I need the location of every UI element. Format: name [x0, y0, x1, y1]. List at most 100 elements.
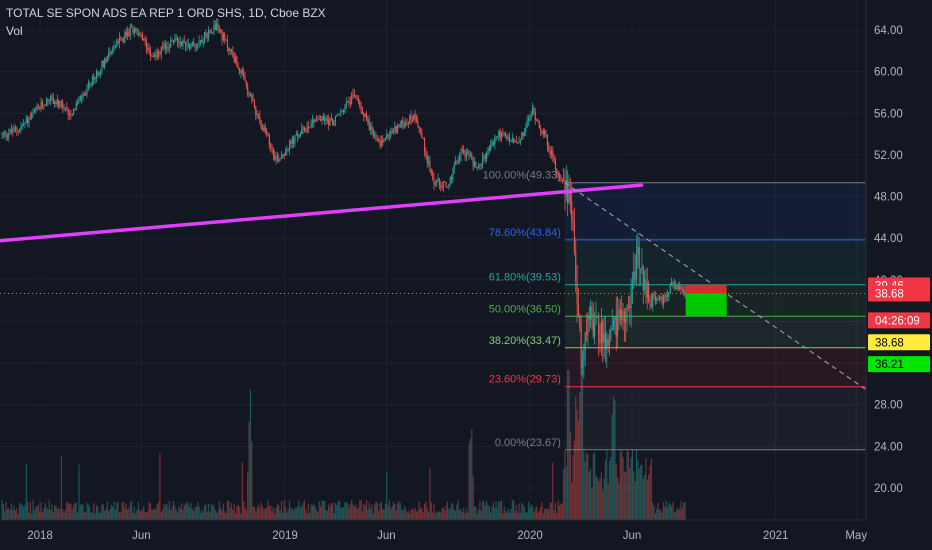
volume-bar-59	[81, 504, 83, 520]
volume-bar-181	[245, 510, 247, 520]
candle-body-420	[568, 189, 570, 204]
candle-body-212	[287, 149, 289, 151]
candle-body-207	[280, 155, 282, 159]
volume-bar-384	[519, 512, 521, 520]
candle-body-486	[657, 298, 659, 300]
volume-bar-205	[278, 505, 280, 520]
candle-body-307	[415, 119, 417, 121]
volume-bar-112	[152, 510, 154, 520]
volume-bar-460	[622, 457, 624, 520]
candle-body-424	[573, 223, 575, 252]
candle-body-451	[610, 330, 612, 340]
candle-body-409	[553, 156, 555, 161]
candle-body-399	[540, 128, 542, 132]
volume-bar-452	[611, 414, 613, 520]
candle-body-428	[579, 315, 581, 328]
candle-body-371	[502, 133, 504, 134]
volume-indicator-label[interactable]: Vol	[6, 24, 23, 38]
candle-body-308	[417, 120, 419, 127]
candle-body-154	[209, 30, 211, 31]
candle-body-331	[448, 183, 450, 188]
volume-bar-105	[143, 506, 145, 520]
volume-bar-284	[384, 503, 386, 520]
volume-bar-422	[571, 482, 573, 520]
volume-bar-187	[253, 506, 256, 520]
volume-bar-101	[137, 501, 139, 520]
candle-body-491	[664, 296, 666, 298]
volume-bar-427	[577, 420, 580, 520]
volume-bar-194	[263, 509, 265, 520]
volume-bar-149	[202, 511, 204, 520]
candle-body-479	[648, 283, 650, 302]
candle-body-155	[210, 30, 212, 34]
volume-bar-490	[662, 501, 665, 520]
volume-bar-482	[652, 502, 654, 520]
candle-body-196	[266, 131, 268, 134]
volume-bar-220	[298, 500, 300, 520]
drawn-lines[interactable]	[0, 182, 891, 407]
time-tick-4: 2020	[517, 530, 543, 542]
candle-body-76	[104, 58, 106, 67]
volume-bar-470	[635, 449, 638, 520]
position-target-zone	[685, 293, 727, 317]
volume-bar-327	[442, 507, 445, 520]
price-axis-panel[interactable]	[866, 0, 932, 520]
candle-body-106	[144, 38, 146, 41]
volume-bar-249	[337, 500, 339, 520]
candle-body-7	[10, 129, 12, 132]
short-position-tool[interactable]	[0, 284, 866, 317]
volume-bar-394	[533, 512, 535, 520]
candle-body-280	[379, 141, 381, 146]
volume-bar-382	[517, 513, 519, 520]
volume-bar-8	[12, 509, 14, 520]
candle-body-286	[387, 134, 389, 137]
candle-body-29	[40, 101, 42, 109]
time-axis-panel[interactable]	[0, 520, 932, 550]
volume-bar-417	[564, 450, 566, 520]
volume-bar-50	[68, 504, 71, 520]
candle-body-301	[407, 123, 409, 125]
candle-body-136	[185, 42, 187, 46]
volume-bar-506	[684, 502, 686, 520]
candle-body-495	[669, 285, 671, 294]
candle-body-16	[23, 124, 25, 126]
volume-bar-362	[490, 512, 492, 520]
volume-bar-250	[338, 500, 341, 520]
candle-body-345	[467, 151, 469, 153]
candle-body-339	[459, 156, 461, 161]
volume-bar-164	[222, 503, 224, 520]
candle-body-236	[320, 118, 322, 122]
candle-body-241	[326, 119, 328, 122]
candle-body-147	[199, 40, 201, 41]
candle-body-68	[93, 76, 95, 80]
candle-body-201	[272, 149, 274, 156]
volume-bar-140	[190, 502, 192, 520]
candle-body-336	[455, 161, 457, 165]
candle-body-150	[203, 32, 206, 42]
candle-body-266	[360, 105, 362, 112]
volume-bar-370	[500, 500, 503, 520]
volume-bar-193	[261, 506, 264, 520]
time-tick-7: May	[845, 530, 867, 542]
candle-body-487	[658, 298, 660, 300]
volume-bar-457	[618, 483, 620, 520]
volume-bar-248	[336, 505, 338, 520]
candle-body-272	[368, 119, 370, 130]
volume-bar-405	[548, 509, 550, 520]
volume-bar-397	[537, 512, 539, 520]
volume-bar-279	[378, 510, 380, 520]
volume-bar-239	[324, 500, 326, 520]
time-axis[interactable]: 2018 Jun 2019 Jun 2020 Jun 2021 May	[27, 530, 867, 542]
fib-retracement[interactable]: 100.00%(49.33) 78.60%(43.84) 61.80%(39.53)…	[483, 170, 866, 451]
volume-bar-45	[62, 509, 64, 520]
volume-bar-75	[102, 504, 104, 520]
candle-body-119	[162, 46, 164, 48]
candle-body-302	[409, 115, 411, 124]
volume-bar-154	[209, 512, 211, 520]
candle-body-98	[133, 29, 135, 33]
volume-bar-448	[606, 449, 608, 520]
volume-bar-261	[353, 506, 355, 520]
candle-body-485	[656, 298, 658, 302]
